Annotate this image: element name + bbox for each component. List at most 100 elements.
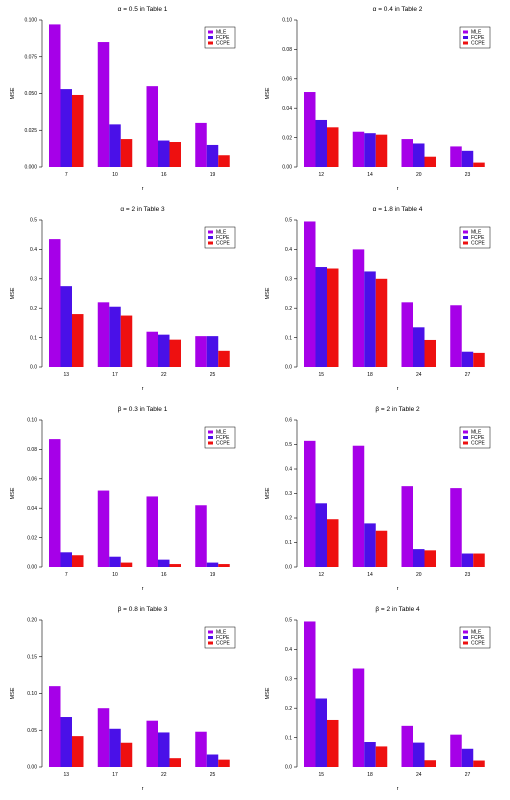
bar-fcpe-r23 [461,150,474,167]
chart-svg: α = 0.4 in Table 2 0.00 0.02 0.04 0.06 0.08 0.… [265,6,491,192]
bar-fcpe-r24 [413,742,425,767]
legend-swatch-fcpe [463,36,468,39]
chart-panel-7: β = 0.8 in Table 3 0.00 0.05 0.10 0.15 0.20 MS… [0,600,255,800]
legend-label-fcpe: FCPE [216,35,230,41]
chart-panel-2: α = 0.4 in Table 2 0.00 0.02 0.04 0.06 0.08 0.… [255,0,510,200]
bar-mle-r15 [304,621,316,767]
bar-mle-r22 [146,720,158,767]
legend-swatch-mle [208,630,213,634]
legend-swatch-ccpe [463,41,468,45]
bar-ccpe-r25 [218,350,230,367]
bar-mle-r20 [401,486,413,567]
bar-ccpe-r15 [327,719,339,767]
bar-mle-r13 [49,239,61,367]
x-axis-label: r [142,186,144,192]
legend-swatch-mle [463,230,468,234]
y-axis-label: MSE [10,687,16,699]
bar-fcpe-r24 [413,327,425,367]
x-tick-label: 17 [112,372,118,378]
legend-label-mle: MLE [216,230,227,236]
chart-svg: α = 1.8 in Table 4 0.0 0.1 0.2 0.3 0.4 0.5 MSE 1… [265,206,491,392]
chart-svg: α = 0.5 in Table 1 0.000 0.025 0.050 0.075 0.… [10,6,236,192]
chart-title: β = 0.8 in Table 3 [118,606,168,613]
legend-swatch-ccpe [463,641,468,645]
bar-mle-r20 [401,139,413,167]
bar-ccpe-r27 [473,760,485,767]
y-tick-label: 0.025 [24,128,37,134]
x-tick-label: 7 [65,172,68,178]
y-tick-label: 0.3 [285,677,292,683]
legend-swatch-mle [463,430,468,434]
legend-swatch-mle [463,30,468,34]
y-tick-label: 0.08 [27,447,37,453]
bar-ccpe-r24 [424,339,436,367]
bar-fcpe-r14 [364,133,376,167]
y-tick-label: 0.10 [27,418,37,424]
bar-fcpe-r13 [60,717,72,767]
y-axis-label: MSE [265,287,271,299]
bar-ccpe-r23 [473,553,485,567]
bar-mle-r7 [49,439,61,567]
legend-swatch-mle [208,430,213,434]
x-tick-label: 23 [465,172,471,178]
bar-mle-r17 [97,302,110,367]
bar-mle-r16 [146,86,158,167]
bar-ccpe-r22 [169,758,181,767]
bar-mle-r14 [352,131,365,167]
legend-swatch-ccpe [463,241,468,245]
x-tick-label: 20 [416,572,422,578]
bar-mle-r24 [401,302,413,367]
bar-fcpe-r10 [109,124,121,167]
bar-ccpe-r7 [72,555,84,567]
legend-label-fcpe: FCPE [471,435,485,441]
legend-label-ccpe: CCPE [471,41,486,47]
bar-ccpe-r18 [375,746,388,767]
chart-title: α = 1.8 in Table 4 [373,206,423,213]
legend-label-fcpe: FCPE [216,235,230,241]
bar-fcpe-r19 [206,562,219,567]
bar-mle-r27 [450,305,462,367]
y-tick-label: 0.2 [285,516,292,522]
x-tick-label: 14 [367,572,373,578]
x-axis-label: r [397,786,399,792]
chart-svg: β = 0.8 in Table 3 0.00 0.05 0.10 0.15 0.20 MS… [10,606,236,792]
legend-label-fcpe: FCPE [471,35,485,41]
bar-mle-r16 [146,496,158,567]
bar-mle-r23 [450,146,462,167]
bar-ccpe-r25 [218,759,230,767]
y-axis-label: MSE [10,287,16,299]
bar-ccpe-r24 [424,760,436,767]
bar-mle-r18 [352,668,365,767]
x-tick-label: 13 [63,372,69,378]
bar-mle-r23 [450,488,462,567]
bar-mle-r24 [401,725,413,767]
x-tick-label: 24 [416,372,422,378]
legend-label-mle: MLE [216,30,227,36]
bar-fcpe-r14 [364,523,376,567]
bar-ccpe-r14 [375,134,388,167]
bar-ccpe-r10 [120,139,133,167]
legend-swatch-fcpe [208,236,213,239]
y-tick-label: 0.1 [285,735,292,741]
x-tick-label: 10 [112,572,118,578]
x-tick-label: 10 [112,172,118,178]
bar-ccpe-r17 [120,315,133,367]
x-tick-label: 18 [367,772,373,778]
y-axis-label: MSE [265,687,271,699]
bar-mle-r13 [49,686,61,767]
y-tick-label: 0.3 [30,277,37,283]
chart-panel-4: α = 1.8 in Table 4 0.0 0.1 0.2 0.3 0.4 0.5 MSE 1… [255,200,510,400]
bar-ccpe-r22 [169,339,181,367]
y-axis-label: MSE [265,487,271,499]
bar-fcpe-r12 [315,119,327,167]
y-tick-label: 0.15 [27,654,37,660]
legend-swatch-ccpe [208,241,213,245]
bar-fcpe-r15 [315,267,327,367]
legend-label-mle: MLE [471,430,482,436]
bar-fcpe-r19 [206,144,219,167]
x-tick-label: 7 [65,572,68,578]
x-tick-label: 22 [161,772,167,778]
